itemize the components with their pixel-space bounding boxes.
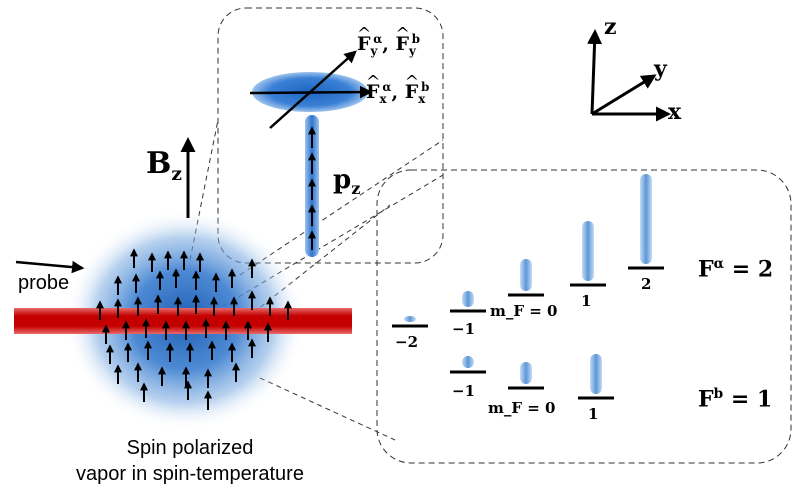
population-bar-alpha-0 <box>404 316 416 322</box>
zoom-box-levels <box>376 169 792 464</box>
level-b-m-neg1: −1 <box>452 382 476 400</box>
spin-arrows <box>96 248 292 410</box>
vapor-caption: Spin polarized vapor in spin-temperature <box>40 435 340 487</box>
level-b-m-0: m_F = 0 <box>488 399 556 417</box>
zoom-box-spin <box>217 7 444 264</box>
level-b-m-1: 1 <box>588 405 599 423</box>
caption-line-2: vapor in spin-temperature <box>76 463 304 485</box>
coordinate-axes <box>587 29 671 122</box>
transverse-spin-x-label: Fxα, Fxb <box>366 72 429 106</box>
level-alpha-m-neg1: −1 <box>452 320 476 338</box>
population-bar-alpha-1 <box>462 291 474 307</box>
caption-line-1: Spin polarized <box>126 437 254 459</box>
probe-arrow <box>15 260 85 274</box>
level-alpha-m-0: m_F = 0 <box>490 302 558 320</box>
z-axis-label: z <box>604 14 617 40</box>
level-alpha-m-2: 2 <box>641 275 652 293</box>
energy-levels <box>392 174 664 400</box>
y-axis-label: y <box>654 56 667 82</box>
population-bar-b-1 <box>520 362 532 384</box>
level-alpha-m-neg2: −2 <box>395 333 419 351</box>
momentum-label: pz <box>333 165 361 199</box>
population-bar-alpha-3 <box>582 221 594 281</box>
manifold-alpha-label: Fα = 2 <box>698 256 774 283</box>
x-axis-label: x <box>668 99 682 125</box>
field-label: Bz <box>146 146 182 185</box>
manifold-b-label: Fb = 1 <box>698 386 773 413</box>
population-bar-b-0 <box>462 356 474 368</box>
transverse-spin-y-label: Fyα, Fyb <box>357 24 420 58</box>
level-alpha-m-1: 1 <box>581 292 592 310</box>
fy-axis-arrow <box>269 50 357 129</box>
probe-label: probe <box>18 272 70 294</box>
population-bar-alpha-4 <box>640 174 652 264</box>
probe-beam <box>14 308 352 334</box>
population-bar-alpha-2 <box>520 259 532 291</box>
population-bar-b-2 <box>590 354 602 394</box>
